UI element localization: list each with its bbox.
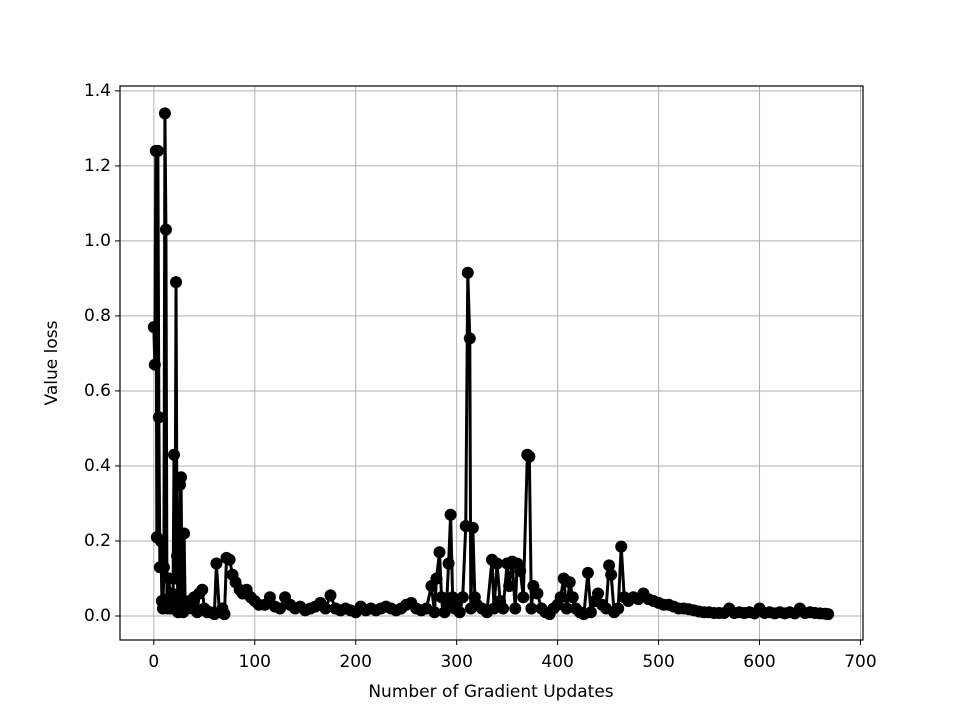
data-point: [175, 471, 188, 484]
y-tick-label: 1.2: [84, 156, 111, 176]
x-tick-label: 200: [339, 652, 371, 672]
data-point: [169, 572, 182, 585]
data-point: [523, 450, 536, 463]
data-point: [444, 508, 457, 521]
data-point: [560, 602, 573, 615]
data-point: [466, 521, 479, 534]
data-point: [170, 276, 183, 289]
x-tick-label: 0: [148, 652, 159, 672]
data-point: [509, 602, 522, 615]
data-point: [491, 557, 504, 570]
data-point: [517, 591, 530, 604]
data-point: [152, 411, 165, 424]
data-point: [453, 606, 466, 619]
data-point: [563, 576, 576, 589]
data-point: [178, 527, 191, 540]
x-tick-label: 500: [642, 652, 674, 672]
data-point: [157, 561, 170, 574]
data-point: [822, 608, 835, 621]
data-point: [263, 591, 276, 604]
data-point: [171, 549, 184, 562]
data-point: [584, 606, 597, 619]
x-tick-label: 100: [239, 652, 271, 672]
data-point: [430, 572, 443, 585]
data-point: [274, 602, 287, 615]
data-point: [463, 332, 476, 345]
x-tick-label: 700: [844, 652, 876, 672]
x-tick-label: 400: [541, 652, 573, 672]
data-point: [168, 448, 181, 461]
y-tick-label: 1.4: [84, 81, 111, 101]
data-point: [196, 583, 209, 596]
data-point: [324, 589, 337, 602]
data-point: [154, 534, 167, 547]
data-point: [158, 107, 171, 120]
data-point: [615, 540, 628, 553]
data-point: [531, 587, 544, 600]
data-point: [148, 358, 161, 371]
y-tick-label: 0.8: [84, 306, 111, 326]
data-point: [525, 602, 538, 615]
data-point: [566, 591, 579, 604]
data-point: [612, 602, 625, 615]
data-point: [319, 602, 332, 615]
data-point: [218, 608, 231, 621]
data-point: [514, 564, 527, 577]
x-tick-label: 300: [440, 652, 472, 672]
plot-frame: [119, 85, 864, 641]
data-point: [210, 557, 223, 570]
y-tick-label: 0.0: [84, 606, 111, 626]
data-point: [581, 566, 594, 579]
data-point: [147, 321, 160, 334]
data-point: [497, 602, 510, 615]
data-point: [605, 568, 618, 581]
data-point: [461, 266, 474, 279]
y-axis-label: Value loss: [42, 320, 62, 405]
x-axis-label: Number of Gradient Updates: [368, 682, 613, 702]
data-point: [159, 223, 172, 236]
data-point: [503, 579, 516, 592]
data-point: [592, 587, 605, 600]
data-point: [442, 557, 455, 570]
x-tick-label: 600: [743, 652, 775, 672]
data-point: [428, 606, 441, 619]
data-point: [223, 553, 236, 566]
data-point: [456, 591, 469, 604]
y-tick-label: 0.4: [84, 456, 111, 476]
data-point: [151, 144, 164, 157]
data-point: [554, 591, 567, 604]
y-tick-label: 1.0: [84, 231, 111, 251]
data-point: [433, 546, 446, 559]
y-tick-label: 0.2: [84, 531, 111, 551]
y-tick-label: 0.6: [84, 381, 111, 401]
data-point: [603, 559, 616, 572]
